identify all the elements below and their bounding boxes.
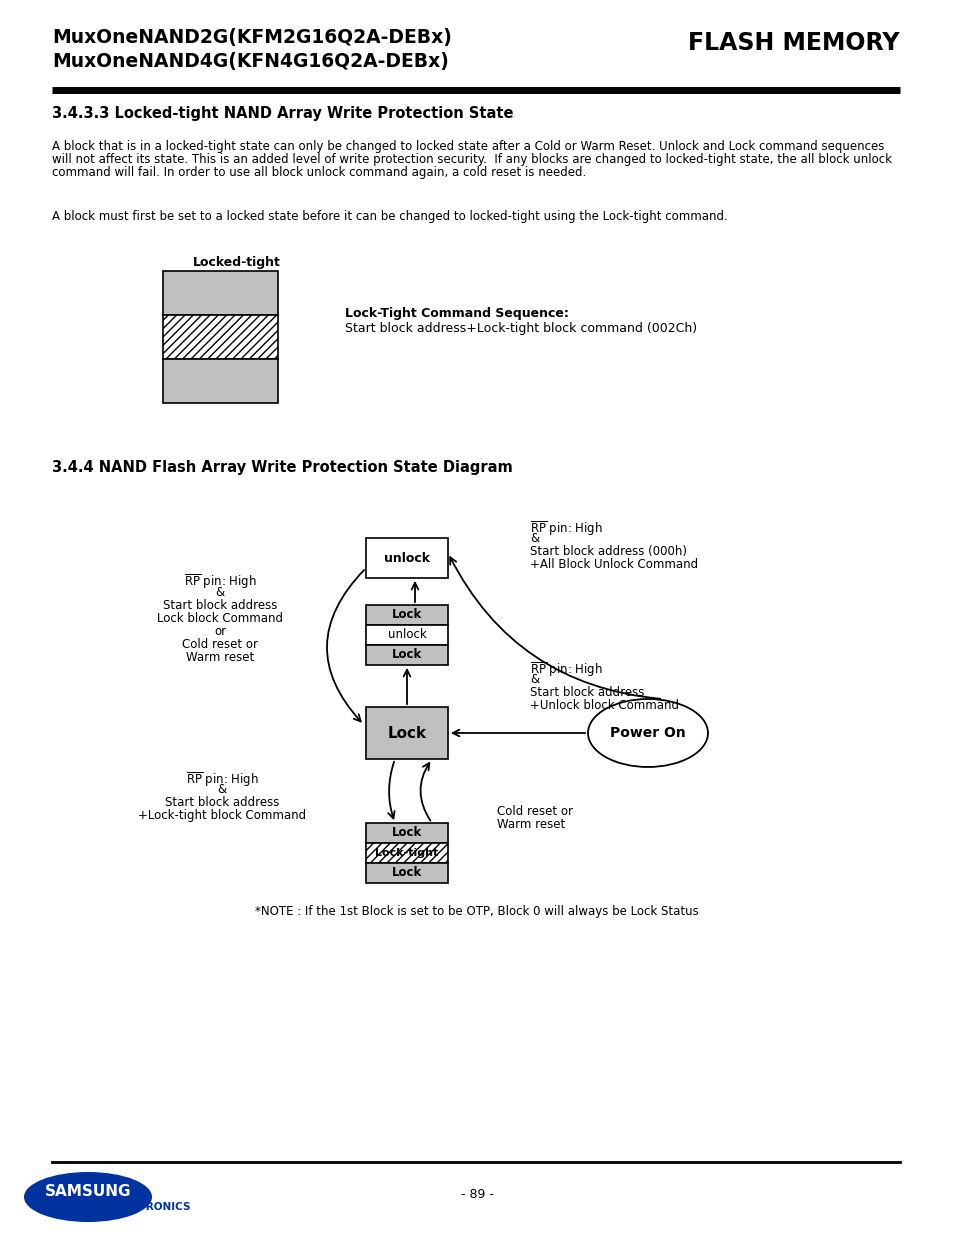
- Text: $\overline{\rm RP}$ pin: High: $\overline{\rm RP}$ pin: High: [185, 769, 258, 789]
- Text: MuxOneNAND2G(KFM2G16Q2A-DEBx): MuxOneNAND2G(KFM2G16Q2A-DEBx): [52, 28, 452, 47]
- Text: Cold reset or: Cold reset or: [182, 638, 257, 651]
- Text: unlock: unlock: [387, 629, 426, 641]
- Text: $\overline{\rm RP}$ pin: High: $\overline{\rm RP}$ pin: High: [183, 572, 256, 590]
- Text: Start block address: Start block address: [163, 599, 277, 613]
- Text: Lock: Lock: [392, 826, 421, 840]
- Text: Power On: Power On: [610, 726, 685, 740]
- Text: +All Block Unlock Command: +All Block Unlock Command: [530, 558, 698, 571]
- Bar: [366, 844, 448, 863]
- Text: Lock: Lock: [392, 609, 421, 621]
- Text: 3.4.4 NAND Flash Array Write Protection State Diagram: 3.4.4 NAND Flash Array Write Protection …: [52, 459, 512, 475]
- Bar: [366, 625, 448, 645]
- Text: Lock-tight: Lock-tight: [375, 848, 438, 858]
- Bar: [366, 605, 448, 625]
- Text: Locked-tight: Locked-tight: [193, 256, 280, 269]
- Text: &: &: [215, 585, 224, 599]
- Text: FLASH MEMORY: FLASH MEMORY: [688, 31, 899, 56]
- Text: MuxOneNAND4G(KFN4G16Q2A-DEBx): MuxOneNAND4G(KFN4G16Q2A-DEBx): [52, 52, 449, 70]
- Text: Start block address: Start block address: [165, 797, 279, 809]
- Bar: [163, 359, 277, 403]
- Bar: [163, 315, 277, 359]
- Text: SAMSUNG: SAMSUNG: [45, 1183, 132, 1198]
- Text: $\overline{\rm RP}$ pin: High: $\overline{\rm RP}$ pin: High: [530, 659, 602, 679]
- Bar: [163, 270, 277, 315]
- Text: A block that is in a locked-tight state can only be changed to locked state afte: A block that is in a locked-tight state …: [52, 140, 883, 153]
- Text: - 89 -: - 89 -: [460, 1188, 493, 1202]
- Text: ELECTRONICS: ELECTRONICS: [110, 1202, 190, 1212]
- Ellipse shape: [24, 1172, 152, 1221]
- Text: *NOTE : If the 1st Block is set to be OTP, Block 0 will always be Lock Status: *NOTE : If the 1st Block is set to be OT…: [254, 905, 699, 918]
- Text: Start block address (000h): Start block address (000h): [530, 545, 686, 558]
- Ellipse shape: [587, 699, 707, 767]
- Text: Cold reset or: Cold reset or: [497, 805, 573, 818]
- Bar: [366, 645, 448, 664]
- Text: A block must first be set to a locked state before it can be changed to locked-t: A block must first be set to a locked st…: [52, 210, 727, 224]
- Bar: [366, 863, 448, 883]
- Text: Start block address: Start block address: [530, 685, 643, 699]
- Text: Warm reset: Warm reset: [497, 818, 565, 831]
- Bar: [366, 823, 448, 844]
- Text: command will fail. In order to use all block unlock command again, a cold reset : command will fail. In order to use all b…: [52, 165, 586, 179]
- Bar: [366, 538, 448, 578]
- Text: Warm reset: Warm reset: [186, 651, 253, 664]
- Text: 3.4.3.3 Locked-tight NAND Array Write Protection State: 3.4.3.3 Locked-tight NAND Array Write Pr…: [52, 106, 513, 121]
- Text: Lock-Tight Command Sequence:: Lock-Tight Command Sequence:: [345, 308, 568, 320]
- Bar: [366, 706, 448, 760]
- Text: $\overline{\rm RP}$ pin: High: $\overline{\rm RP}$ pin: High: [530, 519, 602, 538]
- Text: &: &: [530, 532, 538, 545]
- Text: Lock block Command: Lock block Command: [157, 613, 283, 625]
- Text: &: &: [217, 783, 226, 797]
- Text: or: or: [213, 625, 226, 638]
- Text: Lock: Lock: [392, 648, 421, 662]
- Text: unlock: unlock: [384, 552, 430, 564]
- Text: Start block address+Lock-tight block command (002Ch): Start block address+Lock-tight block com…: [345, 322, 697, 335]
- Text: +Lock-tight block Command: +Lock-tight block Command: [138, 809, 306, 823]
- Text: &: &: [530, 673, 538, 685]
- Text: Lock: Lock: [387, 725, 426, 741]
- Text: Lock: Lock: [392, 867, 421, 879]
- Text: will not affect its state. This is an added level of write protection security. : will not affect its state. This is an ad…: [52, 153, 891, 165]
- Text: +Unlock block Command: +Unlock block Command: [530, 699, 679, 713]
